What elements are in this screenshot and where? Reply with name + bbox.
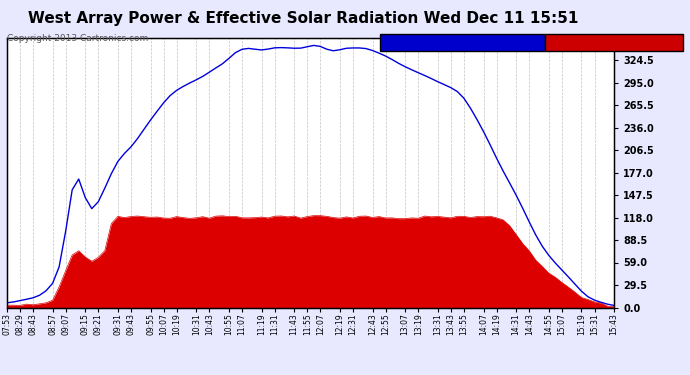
Text: West Array Power & Effective Solar Radiation Wed Dec 11 15:51: West Array Power & Effective Solar Radia… <box>28 11 579 26</box>
Text: West Array (DC Watts): West Array (DC Watts) <box>549 38 663 46</box>
Text: Copyright 2013 Cartronics.com: Copyright 2013 Cartronics.com <box>7 34 148 43</box>
Text: Radiation (Effective w/m2): Radiation (Effective w/m2) <box>383 38 519 46</box>
